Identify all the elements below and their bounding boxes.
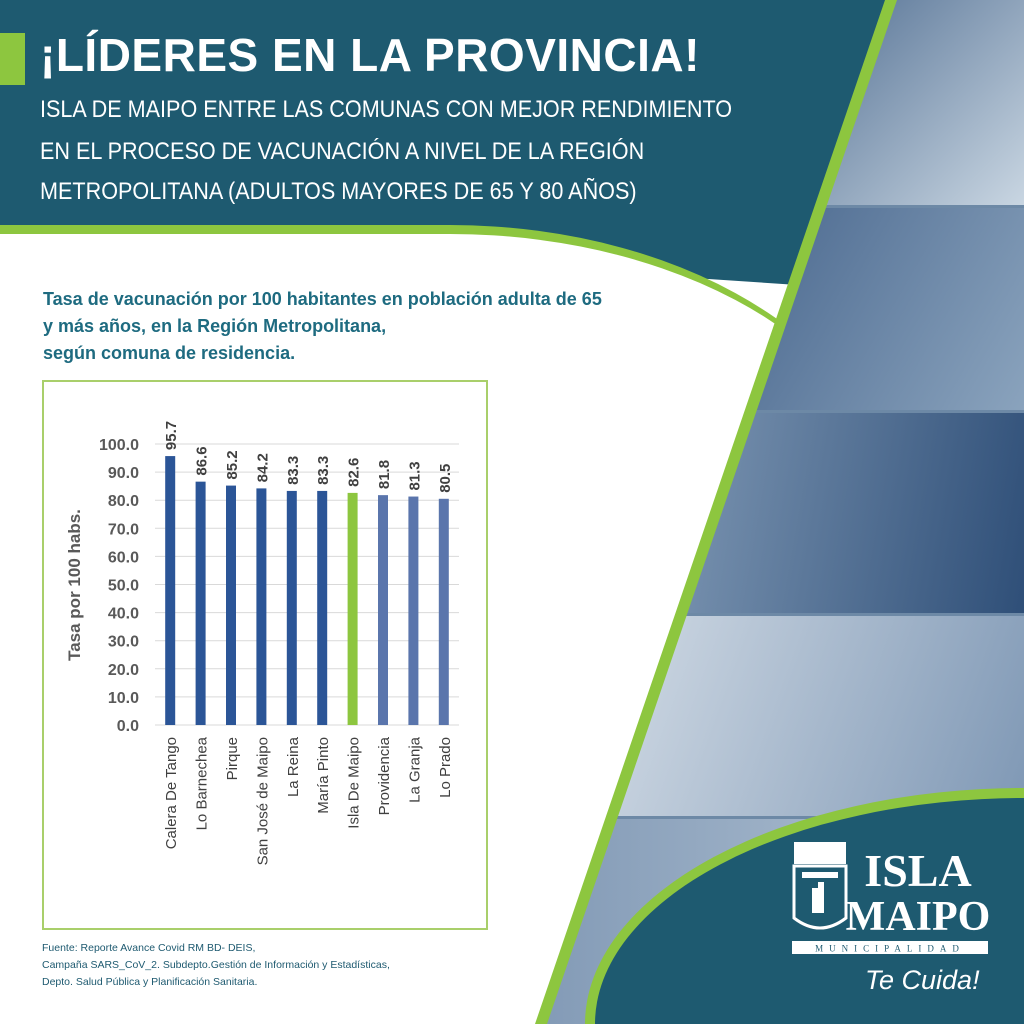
chart-title-line: y más años, en la Región Metropolitana, xyxy=(43,316,387,336)
data-label: 83.3 xyxy=(315,456,332,485)
page-title: ¡LÍDERES EN LA PROVINCIA! xyxy=(40,29,700,81)
data-label: 83.3 xyxy=(285,456,302,485)
data-label: 85.2 xyxy=(224,450,241,479)
x-tick-label: Lo Prado xyxy=(437,737,454,798)
x-tick-label: Pirque xyxy=(224,737,241,780)
source-line: Campaña SARS_CoV_2. Subdepto.Gestión de … xyxy=(42,959,390,971)
bar xyxy=(286,490,297,725)
svg-text:MUNICIPALIDAD: MUNICIPALIDAD xyxy=(815,944,965,954)
bar xyxy=(317,490,328,725)
svg-text:MAIPO: MAIPO xyxy=(846,894,990,940)
x-tick-label: San José de Maipo xyxy=(254,737,271,865)
subtitle-line: METROPOLITANA (ADULTOS MAYORES DE 65 Y 8… xyxy=(40,178,637,205)
accent-square xyxy=(0,33,25,85)
chart-title-line: Tasa de vacunación por 100 habitantes en… xyxy=(43,289,602,309)
y-tick-label: 30.0 xyxy=(108,634,139,651)
data-label: 81.3 xyxy=(406,461,423,490)
x-tick-label: La Reina xyxy=(285,736,302,797)
x-tick-label: La Granja xyxy=(406,736,423,803)
bar xyxy=(438,498,449,725)
bar xyxy=(347,492,358,725)
data-label: 86.6 xyxy=(194,446,211,475)
y-tick-label: 20.0 xyxy=(108,662,139,679)
y-tick-label: 90.0 xyxy=(108,465,139,482)
x-tick-label: Providencia xyxy=(376,736,393,815)
source-line: Fuente: Reporte Avance Covid RM BD- DEIS… xyxy=(42,942,256,954)
y-tick-label: 50.0 xyxy=(108,578,139,595)
bar xyxy=(165,456,176,725)
tagline: Te Cuida! xyxy=(865,965,980,995)
y-tick-label: 60.0 xyxy=(108,549,139,566)
x-tick-label: Lo Barnechea xyxy=(194,736,211,830)
y-axis-label: Tasa por 100 habs. xyxy=(65,509,84,661)
bar xyxy=(195,481,206,725)
x-tick-label: Calera De Tango xyxy=(163,737,180,849)
y-tick-label: 80.0 xyxy=(108,493,139,510)
bar-chart: 0.0 10.0 20.0 30.0 40.0 50.0 60.0 70.0 80.0 90.0 1… xyxy=(65,421,459,865)
bar xyxy=(226,485,236,725)
data-label: 80.5 xyxy=(437,464,454,493)
chart-title-line: según comuna de residencia. xyxy=(43,343,296,363)
subtitle-line: ISLA DE MAIPO ENTRE LAS COMUNAS CON MEJO… xyxy=(40,96,733,123)
y-tick-label: 10.0 xyxy=(108,690,139,707)
y-tick-label: 100.0 xyxy=(99,437,139,454)
data-label: 81.8 xyxy=(376,460,393,489)
bar xyxy=(378,495,388,725)
x-tick-label: Isla De Maipo xyxy=(346,737,363,829)
crest-icon xyxy=(792,842,848,930)
data-label: 84.2 xyxy=(254,453,271,482)
y-tick-label: 0.0 xyxy=(117,718,139,735)
x-tick-label: María Pinto xyxy=(315,737,332,814)
subtitle-line: EN EL PROCESO DE VACUNACIÓN A NIVEL DE L… xyxy=(40,138,645,165)
bar xyxy=(256,488,267,725)
data-label: 95.7 xyxy=(163,421,180,450)
source-line: Depto. Salud Pública y Planificación San… xyxy=(42,976,258,988)
chart-frame: 0.0 10.0 20.0 30.0 40.0 50.0 60.0 70.0 80.0 90.0 1… xyxy=(42,380,488,930)
y-tick-label: 40.0 xyxy=(108,606,139,623)
svg-text:ISLA: ISLA xyxy=(864,845,971,896)
bar xyxy=(408,496,419,725)
municipality-logo: ISLA MAIPO MUNICIPALIDAD xyxy=(792,842,990,954)
y-tick-label: 70.0 xyxy=(108,521,139,538)
data-label: 82.6 xyxy=(346,458,363,487)
